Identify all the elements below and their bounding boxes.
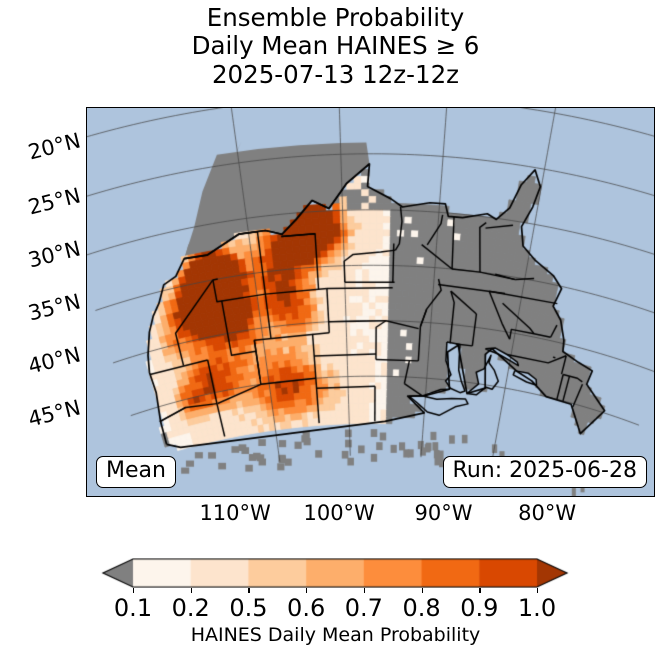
colorbar-tick-0.2 xyxy=(190,588,192,593)
lon-tick-label-90: 90°W xyxy=(414,501,473,525)
lat-tick-label-35: 35°N xyxy=(25,289,83,326)
run-date-badge: Run: 2025-06-28 xyxy=(442,455,647,488)
lon-tick-label-110: 110°W xyxy=(199,501,271,525)
colorbar-axes: 0.1 0.2 0.5 0.6 0.7 0.8 0.9 1.0 xyxy=(97,558,573,622)
colorbar-tick-0.8 xyxy=(421,588,423,593)
colorbar-ticklabel-0.1: 0.1 xyxy=(113,594,153,622)
title-line-3: 2025-07-13 12z-12z xyxy=(211,59,460,89)
map-raster xyxy=(87,108,654,496)
colorbar-ticklabel-0.2: 0.2 xyxy=(171,594,210,622)
lat-tick-label-40: 40°N xyxy=(25,342,83,379)
colorbar-tick-0.5 xyxy=(248,588,250,593)
lat-tick-label-20: 20°N xyxy=(25,128,83,165)
title-line-1: Ensemble Probability xyxy=(206,3,465,32)
colorbar-label: HAINES Daily Mean Probability xyxy=(190,624,481,646)
title-line-2: Daily Mean HAINES ≥ 6 xyxy=(191,31,480,61)
colorbar-ticklabel-0.7: 0.7 xyxy=(344,594,383,622)
lon-tick-label-80: 80°W xyxy=(518,501,577,525)
colorbar-tick-1.0 xyxy=(537,588,539,593)
colorbar-region: 0.1 0.2 0.5 0.6 0.7 0.8 0.9 1.0 HAINES Daily Me… xyxy=(0,556,671,656)
lat-tick-label-45: 45°N xyxy=(25,395,83,432)
page-title: Ensemble Probability Daily Mean HAINES ≥… xyxy=(0,3,671,89)
lon-tick-label-100: 100°W xyxy=(303,501,375,525)
colorbar-tick-0.1 xyxy=(133,588,135,593)
colorbar-tick-0.6 xyxy=(306,588,308,593)
colorbar-tick-0.9 xyxy=(479,588,481,593)
lat-tick-label-25: 25°N xyxy=(25,183,83,220)
colorbar-ticklabel-1.0: 1.0 xyxy=(517,594,557,622)
colorbar-ticklabel-0.8: 0.8 xyxy=(402,594,441,622)
colorbar-ticklabel-0.5: 0.5 xyxy=(229,594,268,622)
colorbar-tick-0.7 xyxy=(363,588,366,593)
map-plot-area: Mean Run: 2025-06-28 xyxy=(86,107,655,497)
colorbar-gradient xyxy=(97,558,573,588)
colorbar-ticklabel-0.9: 0.9 xyxy=(460,594,499,622)
colorbar-ticklabel-0.6: 0.6 xyxy=(287,594,326,622)
member-label-badge: Mean xyxy=(96,455,176,488)
lat-tick-label-30: 30°N xyxy=(25,236,83,273)
